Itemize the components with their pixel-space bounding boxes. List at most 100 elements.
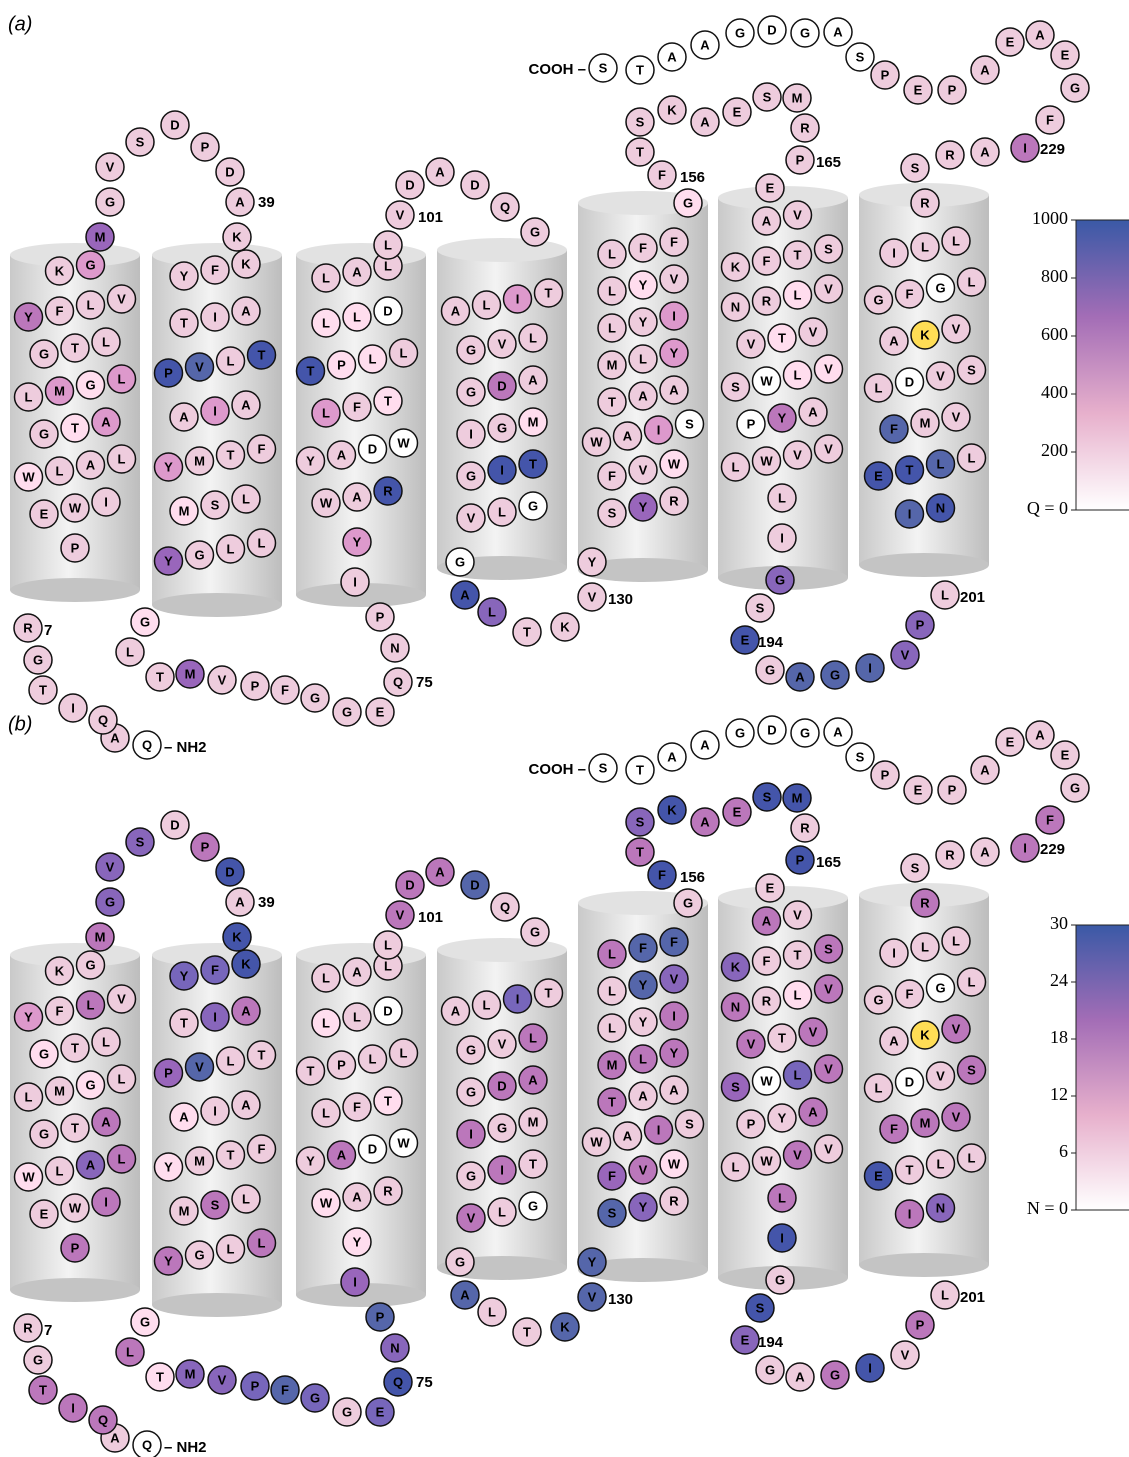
colorbar-tick-label: 24 [1050,970,1068,990]
residue: L [374,231,402,259]
residue: W [660,1150,688,1178]
residue-letter: I [908,506,912,521]
residue-letter: A [980,62,990,77]
residue: W [312,1189,340,1217]
residue: A [92,1108,120,1136]
residue: V [942,1015,970,1043]
residue-letter: E [874,468,883,483]
residue: L [598,240,626,268]
residue-letter: V [106,159,115,174]
residue: V [784,1141,812,1169]
residue: S [201,491,229,519]
residue-letter: G [39,426,49,441]
residue: G [30,1120,58,1148]
residue: E [30,1200,58,1228]
residue-letter: F [890,1121,898,1136]
residue: W [15,463,43,491]
residue-letter: G [735,25,745,40]
residue: D [758,16,786,44]
residue: S [753,783,781,811]
residue: L [519,1024,547,1052]
residue-letter: S [856,49,865,64]
residue: A [426,158,454,186]
residue-letter: I [892,945,896,960]
residue-letter: V [901,647,910,662]
residue: R [911,889,939,917]
residue-letter: G [455,554,465,569]
residue: I [1011,834,1039,862]
residue: Y [660,1039,688,1067]
residue: W [390,1129,418,1157]
residue-letter: G [765,662,775,677]
residue-number: 75 [416,674,433,691]
residue: R [936,841,964,869]
residue-letter: S [685,416,694,431]
residue: F [46,997,74,1025]
residue-letter: L [126,1344,134,1359]
residue: T [535,279,563,307]
residue: W [753,367,781,395]
residue-number: 101 [418,909,443,926]
residue: V [737,330,765,358]
residue: L [784,981,812,1009]
residue: S [815,235,843,263]
residue-number: 194 [758,634,784,651]
residue-letter: G [466,1168,476,1183]
c-terminus: COOH – [528,61,586,78]
residue: W [61,1194,89,1222]
residue-letter: L [483,997,491,1012]
residue-letter: G [39,1046,49,1061]
residue: R [660,487,688,515]
residue-letter: V [195,359,204,374]
residue: K [223,923,251,951]
residue-letter: W [590,1134,603,1149]
residue: Y [578,1248,606,1276]
residue-letter: R [800,120,810,135]
residue: E [1051,41,1079,69]
residue: G [30,420,58,448]
residue-letter: G [1070,80,1080,95]
residue: T [519,1150,547,1178]
residue-letter: E [914,782,923,797]
residue-letter: T [906,462,914,477]
residue: S [598,499,626,527]
residue-letter: R [669,1193,679,1208]
residue: W [312,489,340,517]
residue-letter: P [747,1116,756,1131]
residue-letter: E [1061,47,1070,62]
residue-letter: L [498,504,506,519]
residue: M [519,1108,547,1136]
residue-letter: P [881,67,890,82]
residue: G [96,188,124,216]
residue: L [390,1039,418,1067]
residue-letter: G [830,667,840,682]
residue: A [232,1091,260,1119]
residue-letter: T [523,624,531,639]
residue: A [232,391,260,419]
residue-letter: F [763,953,771,968]
residue-letter: I [1023,840,1027,855]
residue: V [784,901,812,929]
residue: A [880,327,908,355]
residue: G [865,986,893,1014]
residue-letter: L [794,367,802,382]
residue-letter: Y [24,309,33,324]
panel-label: (a) [8,13,32,35]
residue-letter: M [54,383,65,398]
residue: F [896,280,924,308]
residue: I [645,1116,673,1144]
residue: P [241,1372,269,1400]
residue-letter: S [911,860,920,875]
residue-letter: V [117,991,126,1006]
residue: G [674,889,702,917]
residue: R [660,1187,688,1215]
residue: L [108,1065,136,1093]
residue-letter: V [824,281,833,296]
residue-letter: Y [778,410,787,425]
residue-letter: V [467,510,476,525]
residue-letter: M [920,415,931,430]
residue: I [457,420,485,448]
residue-letter: E [376,1404,385,1419]
residue: V [186,1053,214,1081]
residue-letter: T [636,62,644,77]
